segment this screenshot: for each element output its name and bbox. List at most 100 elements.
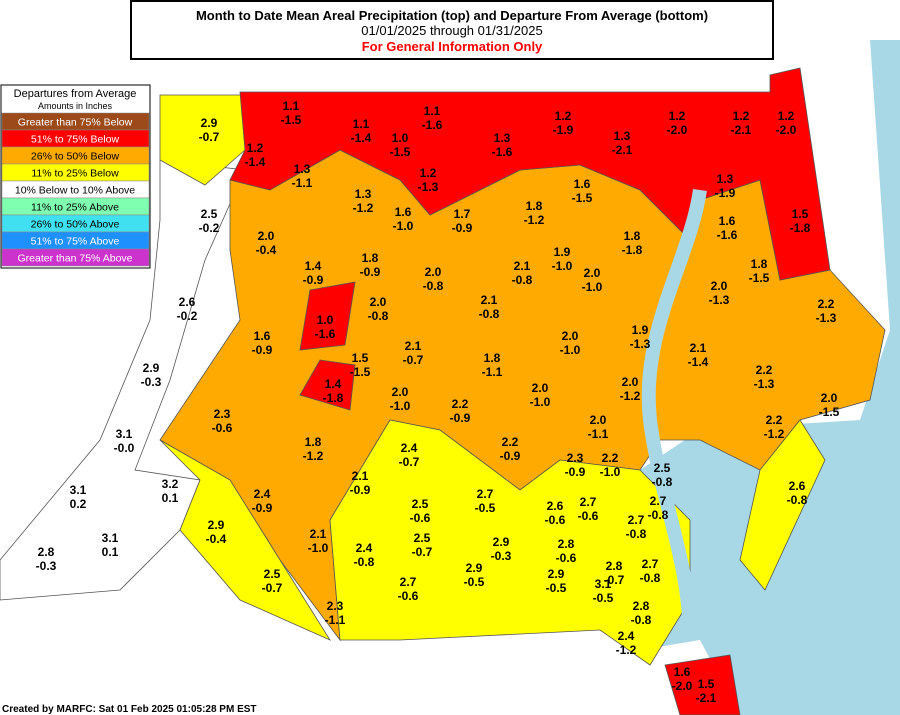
region-departure: -0.9 <box>252 343 273 357</box>
region-precip: 2.2 <box>602 451 619 465</box>
region-departure: -0.4 <box>206 532 227 546</box>
region-precip: 2.1 <box>405 339 422 353</box>
zone-red-1 <box>299 281 356 351</box>
region-precip: 2.6 <box>547 499 564 513</box>
region-departure: -1.1 <box>325 613 346 627</box>
region-precip: 1.2 <box>733 109 750 123</box>
region-departure: -0.5 <box>464 575 485 589</box>
region-departure: -0.5 <box>593 591 614 605</box>
region-departure: -1.6 <box>492 145 513 159</box>
region-precip: 2.0 <box>370 295 387 309</box>
region-departure: -0.9 <box>565 465 586 479</box>
region-departure: -0.0 <box>114 441 135 455</box>
region-departure: -0.2 <box>199 221 220 235</box>
region-departure: -0.8 <box>479 307 500 321</box>
region-departure: -1.2 <box>616 643 637 657</box>
region-precip: 2.1 <box>481 293 498 307</box>
zone-yellow-south <box>159 439 332 641</box>
region-precip: 1.1 <box>283 99 300 113</box>
region-precip: 3.1 <box>595 577 612 591</box>
region-precip: 1.4 <box>325 377 342 391</box>
region-departure: -0.3 <box>491 549 512 563</box>
region-precip: 2.7 <box>650 494 667 508</box>
bay <box>641 188 707 641</box>
region-departure: -2.0 <box>776 123 797 137</box>
region-precip: 2.2 <box>766 413 783 427</box>
region-departure: 0.2 <box>70 497 87 511</box>
legend-title: Departures from Average <box>14 88 137 100</box>
region-departure: -0.7 <box>604 573 625 587</box>
region-precip: 1.3 <box>294 162 311 176</box>
region-precip: 2.5 <box>414 531 431 545</box>
region-precip: 2.2 <box>818 297 835 311</box>
region-departure: -2.1 <box>731 123 752 137</box>
region-precip: 1.6 <box>719 214 736 228</box>
region-precip: 2.7 <box>580 495 597 509</box>
region-precip: 2.7 <box>628 513 645 527</box>
region-departure: -1.6 <box>717 228 738 242</box>
region-precip: 1.2 <box>669 109 686 123</box>
region-departure: -1.8 <box>323 391 344 405</box>
region-departure: -1.1 <box>588 427 609 441</box>
region-precip: 2.0 <box>821 391 838 405</box>
region-departure: -0.8 <box>631 613 652 627</box>
region-departure: -0.6 <box>398 589 419 603</box>
region-departure: -0.5 <box>546 581 567 595</box>
region-precip: 2.9 <box>201 116 218 130</box>
region-precip: 1.3 <box>355 187 372 201</box>
region-precip: 2.0 <box>584 266 601 280</box>
region-precip: 1.2 <box>247 141 264 155</box>
region-precip: 3.1 <box>116 427 133 441</box>
region-precip: 2.7 <box>400 575 417 589</box>
legend-label: 51% to 75% Below <box>31 134 120 146</box>
region-precip: 2.3 <box>567 451 584 465</box>
region-departure: -0.7 <box>262 581 283 595</box>
region-departure: -1.2 <box>764 427 785 441</box>
region-precip: 1.6 <box>254 329 271 343</box>
region-departure: -1.4 <box>351 131 372 145</box>
region-departure: -0.2 <box>177 309 198 323</box>
region-precip: 2.9 <box>466 561 483 575</box>
region-departure: -0.8 <box>652 475 673 489</box>
region-departure: -0.8 <box>354 555 375 569</box>
region-labels: 2.9-0.71.1-1.5 1.1-1.41.1-1.61.2-1.41.0-1… <box>36 99 840 705</box>
region-precip: 2.9 <box>208 518 225 532</box>
region-departure: -0.6 <box>556 551 577 565</box>
region-departure: -1.3 <box>630 337 651 351</box>
region-departure: -1.2 <box>524 213 545 227</box>
region-precip: 2.0 <box>711 279 728 293</box>
region-precip: 1.4 <box>305 259 322 273</box>
region-precip: 1.2 <box>420 166 437 180</box>
region-departure: -1.2 <box>620 389 641 403</box>
region-departure: -0.5 <box>475 501 496 515</box>
region-departure: -1.1 <box>292 176 313 190</box>
region-precip: 1.8 <box>624 229 641 243</box>
title-box: Month to Date Mean Areal Precipitation (… <box>130 0 774 60</box>
region-departure: -0.9 <box>303 273 324 287</box>
region-precip: 2.0 <box>425 265 442 279</box>
region-departure: -0.9 <box>452 221 473 235</box>
region-precip: 3.1 <box>70 483 87 497</box>
region-departure: -1.4 <box>688 355 709 369</box>
region-departure: -1.3 <box>816 311 837 325</box>
region-departure: -2.0 <box>672 679 693 693</box>
region-departure: -1.5 <box>819 405 840 419</box>
region-departure: -1.3 <box>418 180 439 194</box>
legend-label: 26% to 50% Below <box>31 151 120 163</box>
region-departure: -0.8 <box>787 493 808 507</box>
region-precip: 1.8 <box>526 199 543 213</box>
region-departure: -0.8 <box>640 571 661 585</box>
region-departure: -0.8 <box>368 309 389 323</box>
region-precip: 2.0 <box>258 229 275 243</box>
region-precip: 2.4 <box>401 441 418 455</box>
region-precip: 2.3 <box>327 599 344 613</box>
region-precip: 2.0 <box>622 375 639 389</box>
legend-swatch <box>1 248 150 267</box>
region-precip: 1.6 <box>674 665 691 679</box>
region-departure: -0.7 <box>403 353 424 367</box>
region-precip: 2.2 <box>452 397 469 411</box>
region-departure: -2.0 <box>667 123 688 137</box>
zone-red-3 <box>664 654 741 715</box>
region-departure: -1.0 <box>552 259 573 273</box>
note: For General Information Only <box>362 39 543 54</box>
